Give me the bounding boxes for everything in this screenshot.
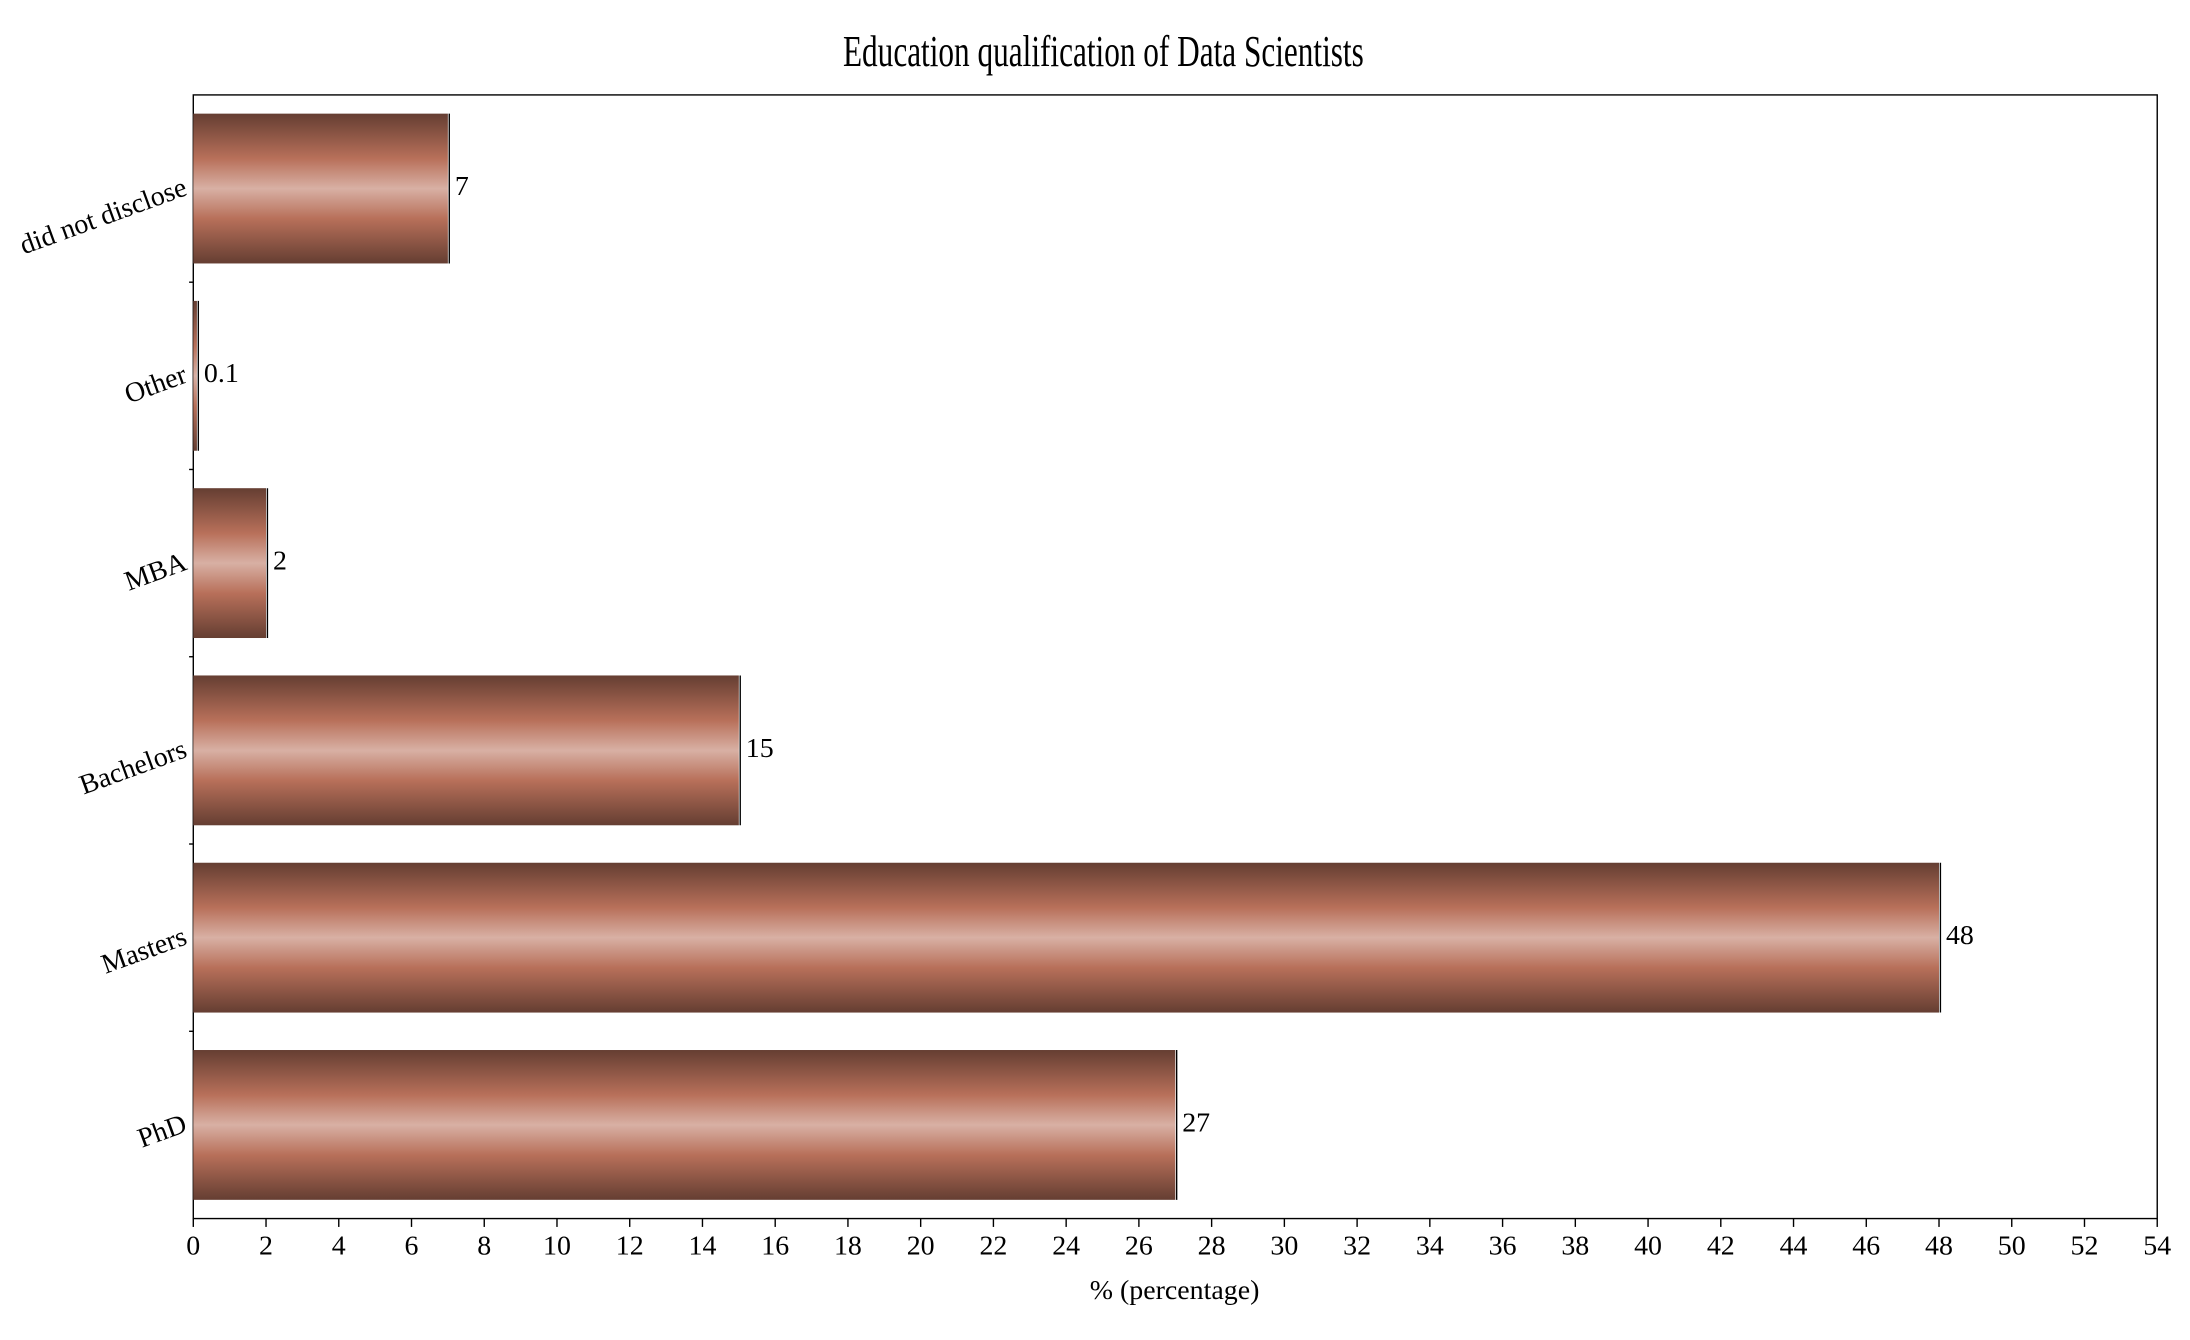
y-tick-label: Bachelors — [75, 734, 190, 801]
x-tick-label: 54 — [2143, 1230, 2171, 1261]
x-tick-label: 4 — [332, 1230, 346, 1261]
x-tick-label: 10 — [543, 1230, 571, 1261]
x-tick-label: 38 — [1561, 1230, 1589, 1261]
x-tick-label: 18 — [834, 1230, 862, 1261]
x-tick-label: 40 — [1634, 1230, 1662, 1261]
bar — [193, 113, 448, 264]
y-tick-label: Masters — [97, 921, 191, 980]
x-tick-label: 24 — [1052, 1230, 1080, 1261]
x-tick-label: 14 — [689, 1230, 717, 1261]
y-tick-label: MBA — [121, 547, 191, 598]
bar — [193, 862, 1940, 1013]
x-tick-label: 50 — [1998, 1230, 2026, 1261]
x-tick-label: 26 — [1125, 1230, 1153, 1261]
value-label: 7 — [455, 171, 469, 202]
x-tick-label: 34 — [1416, 1230, 1444, 1261]
x-tick-label: 8 — [477, 1230, 491, 1261]
value-label: 15 — [746, 733, 774, 764]
bar — [193, 675, 739, 826]
x-tick-label: 48 — [1925, 1230, 1953, 1261]
x-axis-label: % (percentage) — [1090, 1275, 1260, 1306]
x-tick-label: 2 — [259, 1230, 273, 1261]
x-tick-label: 0 — [186, 1230, 200, 1261]
bar — [193, 300, 197, 451]
x-tick-label: 32 — [1343, 1230, 1371, 1261]
y-tick-label: Other — [121, 359, 192, 410]
y-tick-label: PhD — [134, 1108, 191, 1154]
y-tick-label: did not disclose — [16, 172, 191, 261]
x-tick-label: 30 — [1270, 1230, 1298, 1261]
x-tick-label: 12 — [616, 1230, 644, 1261]
x-tick-label: 22 — [979, 1230, 1007, 1261]
x-tick-label: 52 — [2071, 1230, 2099, 1261]
x-tick-label: 6 — [405, 1230, 419, 1261]
value-label: 48 — [1946, 920, 1974, 951]
value-label: 27 — [1182, 1107, 1210, 1138]
x-tick-label: 42 — [1707, 1230, 1735, 1261]
x-tick-label: 44 — [1780, 1230, 1808, 1261]
x-tick-label: 20 — [907, 1230, 935, 1261]
x-tick-label: 46 — [1852, 1230, 1880, 1261]
x-tick-label: 16 — [761, 1230, 789, 1261]
value-label: 2 — [273, 546, 287, 577]
chart-title: Education qualification of Data Scientis… — [843, 28, 1364, 77]
x-tick-label: 36 — [1489, 1230, 1517, 1261]
bar — [193, 488, 267, 639]
value-label: 0.1 — [204, 358, 239, 389]
bar — [193, 1050, 1176, 1200]
x-tick-label: 28 — [1198, 1230, 1226, 1261]
